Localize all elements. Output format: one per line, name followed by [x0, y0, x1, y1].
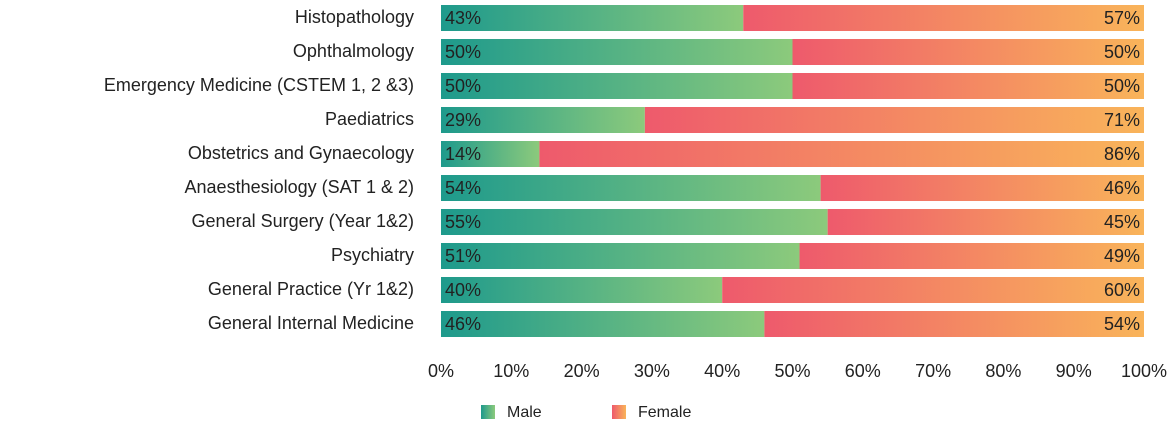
x-tick-label: 20%: [564, 361, 600, 381]
value-label: 86%: [1104, 144, 1140, 164]
value-label: 60%: [1104, 280, 1140, 300]
x-tick-label: 70%: [915, 361, 951, 381]
value-label: 43%: [445, 8, 481, 28]
value-label: 54%: [1104, 314, 1140, 334]
bar-segment: [441, 73, 793, 99]
value-label: 46%: [1104, 178, 1140, 198]
y-tick-label: Anaesthesiology (SAT 1 & 2): [185, 177, 414, 197]
bar-segment: [764, 311, 1144, 337]
y-tick-label: Paediatrics: [325, 109, 414, 129]
x-tick-label: 100%: [1121, 361, 1167, 381]
x-tick-label: 40%: [704, 361, 740, 381]
x-tick-label: 30%: [634, 361, 670, 381]
x-tick-label: 0%: [428, 361, 454, 381]
legend-label: Female: [638, 404, 691, 421]
value-label: 14%: [445, 144, 481, 164]
value-label: 71%: [1104, 110, 1140, 130]
y-tick-label: Psychiatry: [331, 245, 414, 265]
y-tick-label: General Internal Medicine: [208, 313, 414, 333]
value-label: 51%: [445, 246, 481, 266]
value-label: 55%: [445, 212, 481, 232]
legend-swatch: [612, 405, 626, 419]
y-tick-label: Emergency Medicine (CSTEM 1, 2 &3): [104, 75, 414, 95]
bar-segment: [792, 73, 1144, 99]
value-label: 50%: [445, 76, 481, 96]
bar-segment: [441, 39, 793, 65]
bar-segment: [441, 277, 723, 303]
bar-segment: [827, 209, 1144, 235]
x-tick-label: 80%: [985, 361, 1021, 381]
value-label: 50%: [1104, 42, 1140, 62]
x-tick-label: 60%: [845, 361, 881, 381]
bar-segment: [722, 277, 1144, 303]
bar-segment: [792, 39, 1144, 65]
legend-swatch: [481, 405, 495, 419]
y-tick-label: General Surgery (Year 1&2): [192, 211, 414, 231]
legend-label: Male: [507, 404, 542, 421]
bar-segment: [743, 5, 1144, 31]
value-label: 49%: [1104, 246, 1140, 266]
value-label: 50%: [445, 42, 481, 62]
bar-segment: [441, 311, 765, 337]
value-label: 54%: [445, 178, 481, 198]
value-label: 46%: [445, 314, 481, 334]
bar-segment: [441, 107, 645, 133]
value-label: 29%: [445, 110, 481, 130]
value-label: 40%: [445, 280, 481, 300]
bar-segment: [441, 175, 821, 201]
y-tick-label: Histopathology: [295, 7, 414, 27]
value-label: 45%: [1104, 212, 1140, 232]
bar-segment: [441, 243, 800, 269]
bar-segment: [441, 209, 828, 235]
x-tick-label: 90%: [1056, 361, 1092, 381]
bar-segment: [644, 107, 1144, 133]
value-label: 50%: [1104, 76, 1140, 96]
bar-segment: [441, 5, 744, 31]
x-tick-label: 10%: [493, 361, 529, 381]
y-tick-label: Ophthalmology: [293, 41, 414, 61]
y-tick-label: General Practice (Yr 1&2): [208, 279, 414, 299]
bar-segment: [539, 141, 1144, 167]
bar-segment: [441, 141, 540, 167]
bar-segment: [799, 243, 1144, 269]
bar-segment: [820, 175, 1144, 201]
y-tick-label: Obstetrics and Gynaecology: [188, 143, 414, 163]
value-label: 57%: [1104, 8, 1140, 28]
x-tick-label: 50%: [774, 361, 810, 381]
